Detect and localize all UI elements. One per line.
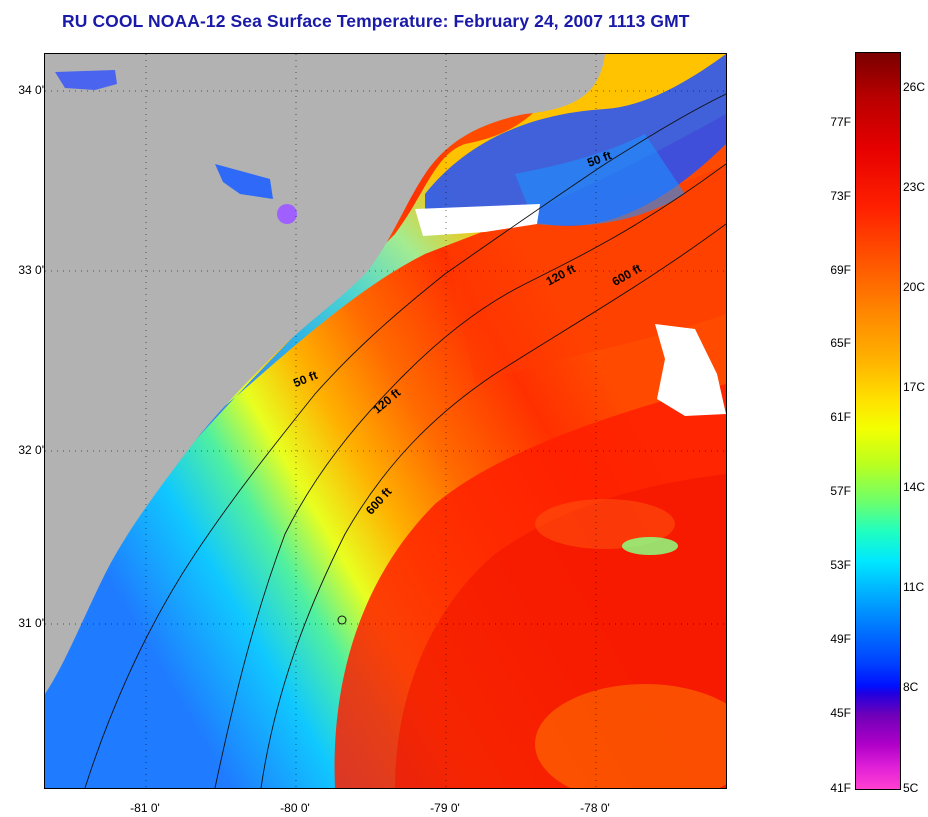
lon-label-80: -80 0' (280, 801, 310, 815)
lat-label-31: 31 0' (18, 616, 44, 630)
map-title: RU COOL NOAA-12 Sea Surface Temperature:… (62, 11, 690, 31)
colorbar-f-49: 49F (830, 632, 851, 646)
colorbar-f-41: 41F (830, 781, 851, 795)
colorbar-f-65: 65F (830, 336, 851, 350)
colorbar-c-14: 14C (903, 480, 926, 494)
lat-label-33: 33 0' (18, 263, 44, 277)
lon-label-81: -81 0' (130, 801, 160, 815)
colorbar-f-45: 45F (830, 706, 851, 720)
sst-map[interactable]: 50 ft 50 ft 120 ft 120 ft 600 ft 600 ft (44, 53, 727, 789)
lat-label-32: 32 0' (18, 443, 44, 457)
colorbar-c-5: 5C (903, 781, 919, 795)
colorbar-c-8: 8C (903, 680, 919, 694)
colorbar-f-57: 57F (830, 484, 851, 498)
lon-label-79: -79 0' (430, 801, 460, 815)
colorbar-f-77: 77F (830, 115, 851, 129)
colorbar-f-53: 53F (830, 558, 851, 572)
colorbar-c-23: 23C (903, 180, 926, 194)
colorbar-f-73: 73F (830, 189, 851, 203)
colorbar-c-26: 26C (903, 80, 926, 94)
colorbar-c-17: 17C (903, 380, 926, 394)
temperature-colorbar (855, 52, 901, 790)
colorbar-f-69: 69F (830, 263, 851, 277)
colorbar-c-11: 11C (903, 580, 925, 594)
colorbar-f-61: 61F (830, 410, 851, 424)
lat-label-34: 34 0' (18, 83, 44, 97)
lon-label-78: -78 0' (580, 801, 610, 815)
colorbar-c-20: 20C (903, 280, 926, 294)
